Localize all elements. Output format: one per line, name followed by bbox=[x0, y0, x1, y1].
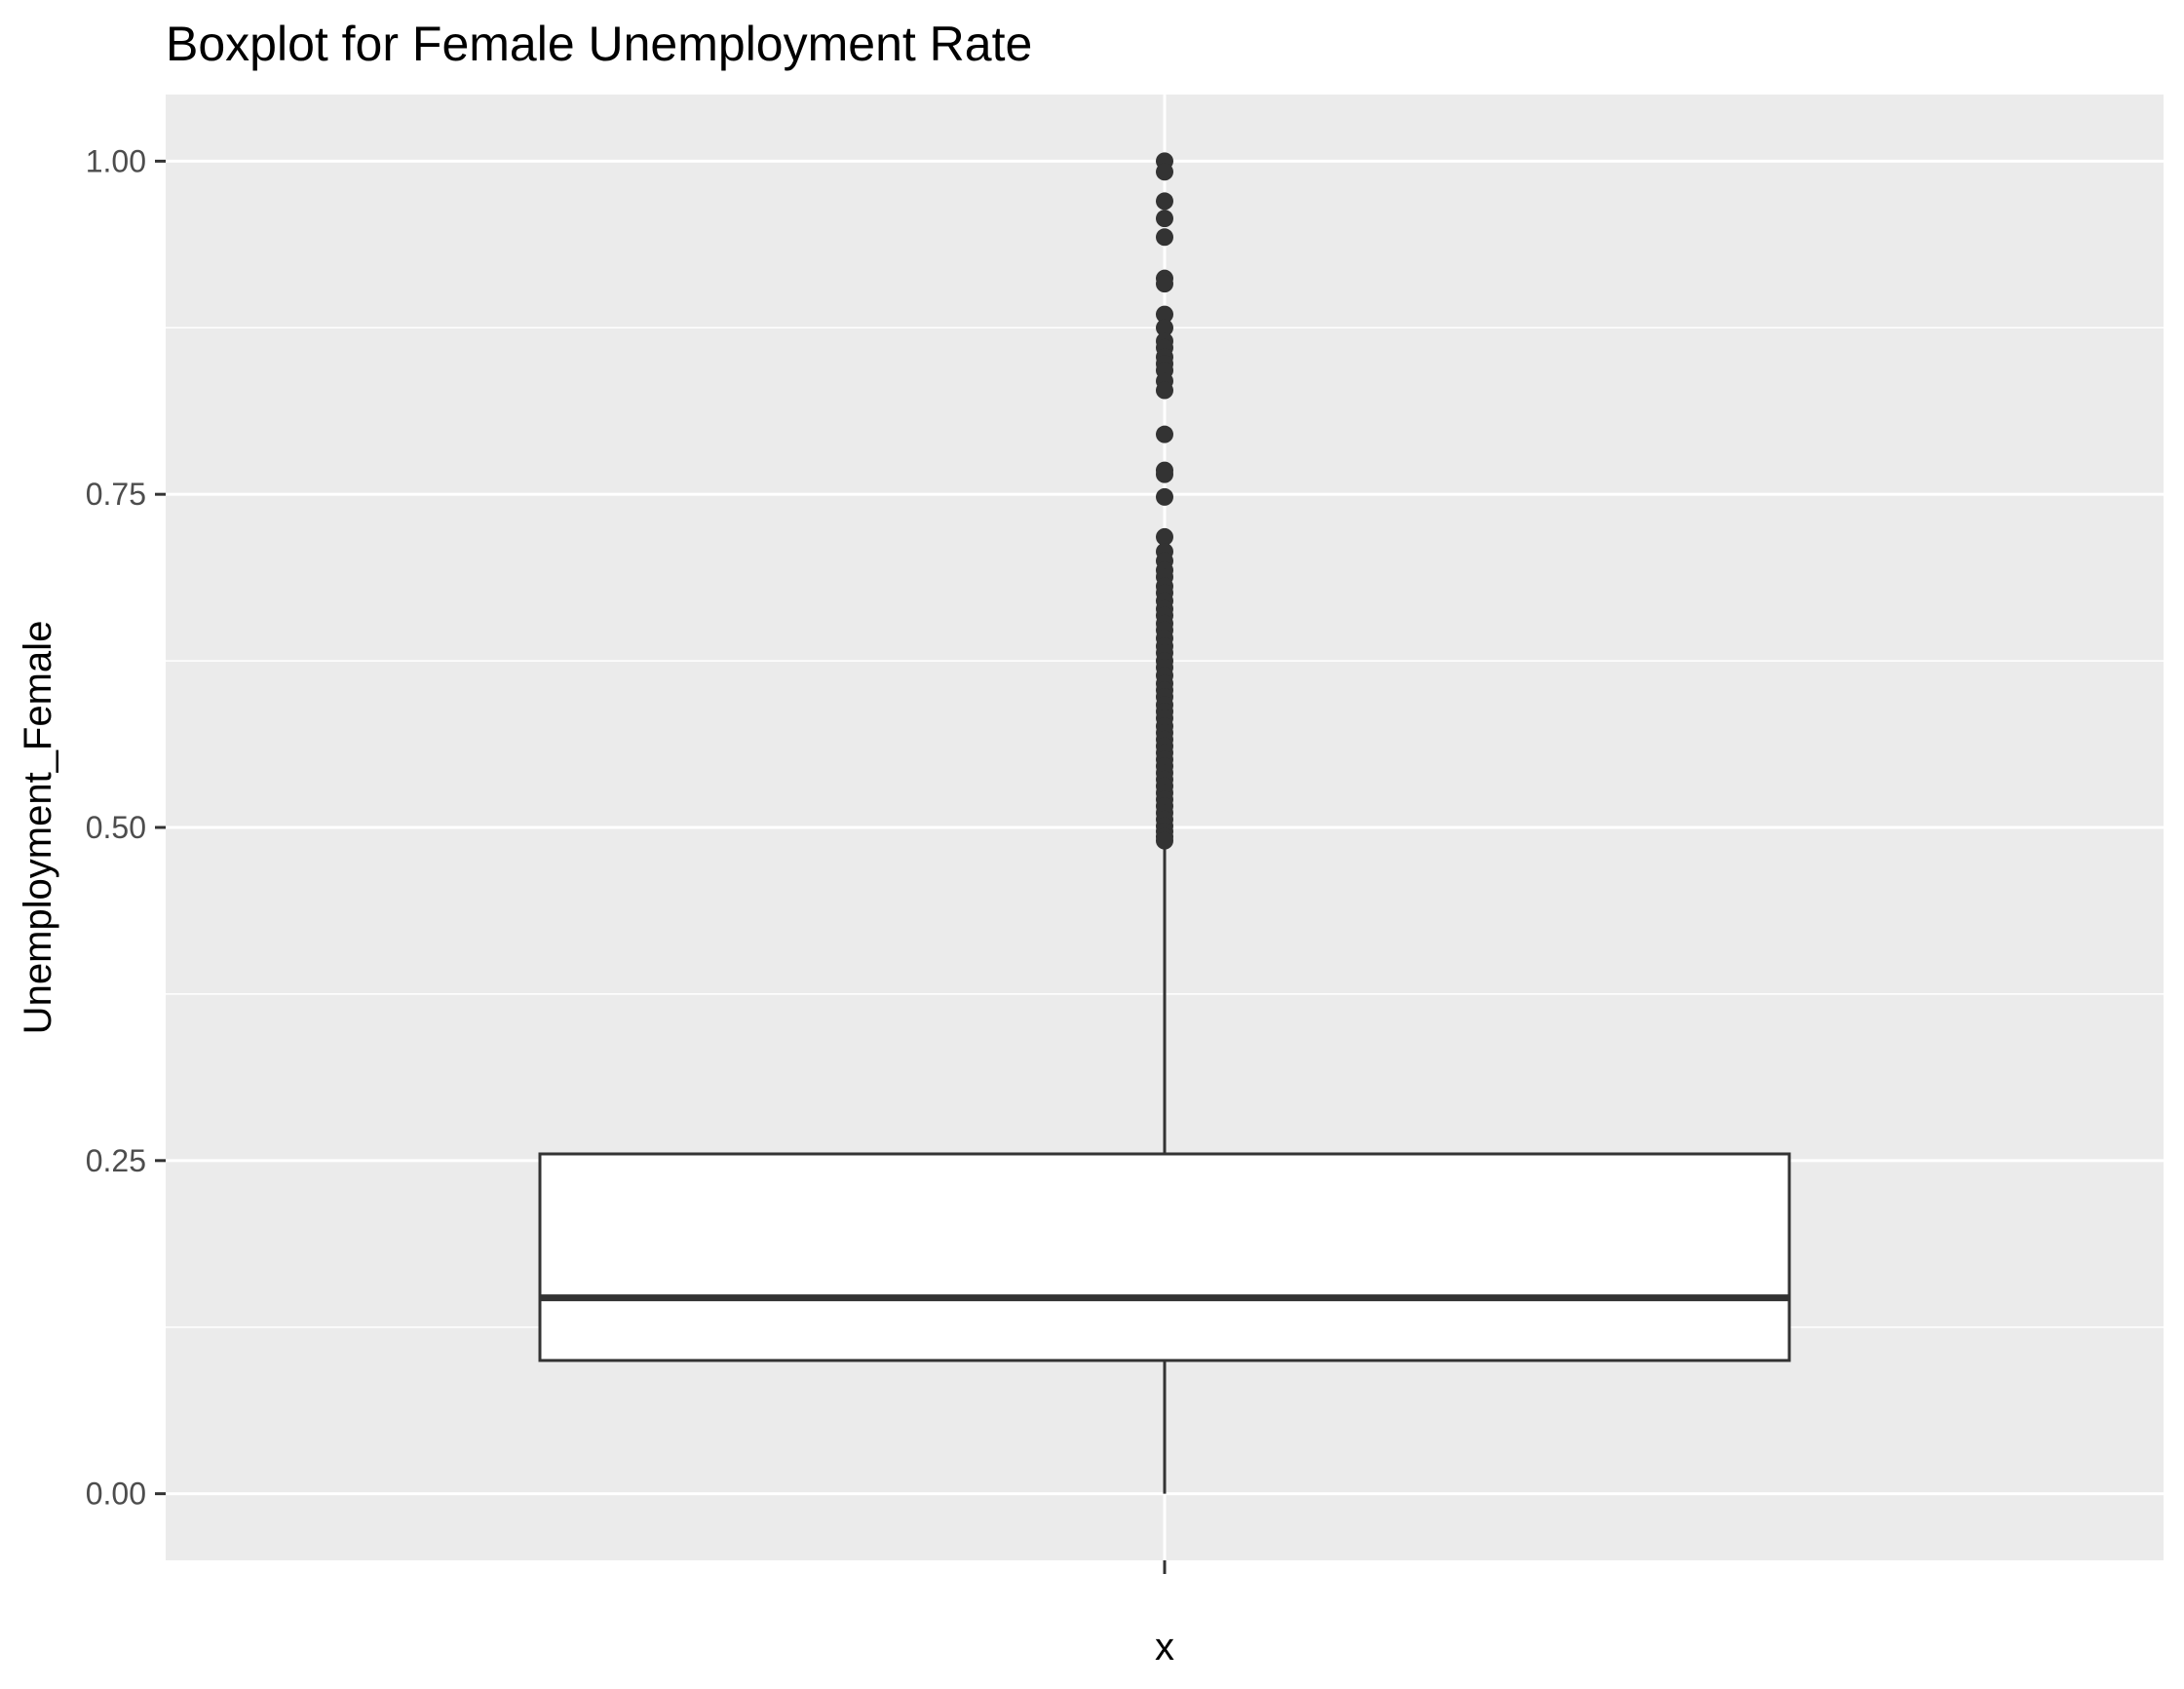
chart-title: Boxplot for Female Unemployment Rate bbox=[166, 17, 1032, 71]
outlier-point bbox=[1156, 487, 1173, 506]
outlier-point bbox=[1156, 228, 1173, 247]
outlier-point bbox=[1156, 425, 1173, 443]
y-tick-label: 0.00 bbox=[86, 1477, 146, 1512]
outlier-point bbox=[1156, 465, 1173, 483]
y-axis: 0.00 0.25 0.50 0.75 1.00 bbox=[86, 143, 166, 1512]
box-iqr bbox=[538, 1152, 1791, 1363]
x-axis-title: x bbox=[1155, 1626, 1174, 1669]
outlier-point bbox=[1156, 381, 1173, 400]
box-group bbox=[538, 844, 1791, 1494]
outlier-points bbox=[1156, 152, 1173, 850]
outlier-point bbox=[1156, 527, 1173, 546]
outlier-point bbox=[1156, 319, 1173, 337]
outlier-point bbox=[1156, 163, 1173, 181]
y-tick-label: 0.75 bbox=[86, 477, 146, 512]
y-tick-label: 0.50 bbox=[86, 810, 146, 845]
y-tick-label: 1.00 bbox=[86, 143, 146, 178]
outlier-point bbox=[1156, 305, 1173, 324]
outlier-point bbox=[1156, 275, 1173, 293]
outlier-point bbox=[1156, 192, 1173, 211]
y-axis-title: Unemployment_Female bbox=[17, 621, 59, 1035]
outlier-point bbox=[1156, 831, 1173, 850]
y-tick-label: 0.25 bbox=[86, 1143, 146, 1178]
outlier-point bbox=[1156, 210, 1173, 228]
